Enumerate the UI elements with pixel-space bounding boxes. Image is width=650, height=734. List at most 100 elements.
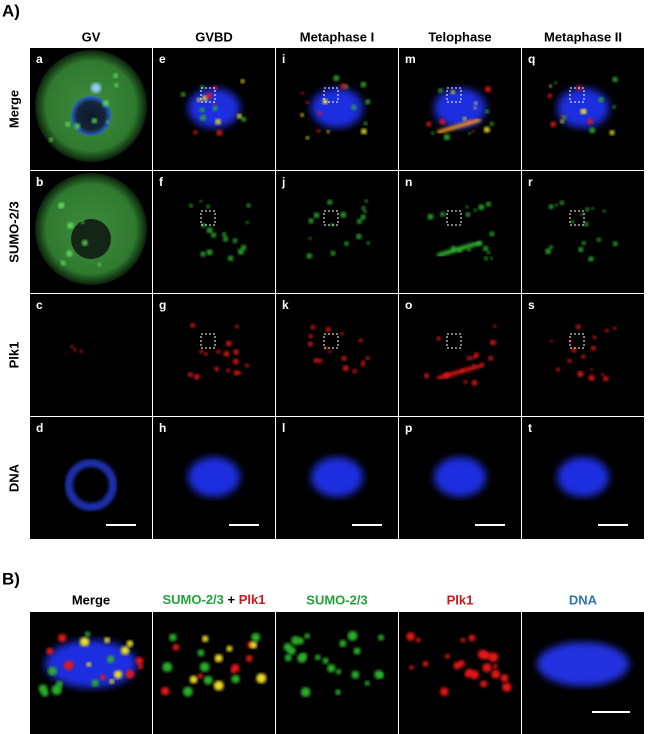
spot — [581, 354, 586, 359]
spot — [440, 211, 446, 217]
spot — [230, 668, 236, 674]
chromosome-mass — [557, 457, 609, 497]
spot — [326, 130, 330, 134]
spot — [559, 200, 565, 206]
spot — [351, 104, 357, 110]
spot — [232, 358, 239, 365]
spot — [580, 213, 584, 217]
column-header: SUMO-2/3 — [306, 592, 367, 607]
spot — [500, 674, 509, 683]
spot — [588, 374, 595, 381]
spot — [567, 358, 572, 364]
spot — [360, 128, 367, 135]
panel-letter: p — [405, 421, 412, 435]
image-background — [153, 294, 275, 416]
spot — [483, 256, 488, 261]
image-panel: g — [153, 294, 275, 416]
spot — [249, 641, 258, 649]
spot — [316, 129, 321, 133]
spot — [135, 656, 144, 665]
spot — [341, 355, 347, 361]
spot — [63, 660, 74, 671]
spot — [201, 635, 209, 643]
spot — [56, 680, 63, 688]
chromosome-mass — [557, 88, 609, 128]
spot — [465, 205, 469, 209]
spot — [304, 633, 311, 639]
spot — [237, 248, 245, 255]
spot — [444, 653, 450, 659]
spot — [489, 121, 494, 127]
spot — [197, 649, 205, 657]
spot — [489, 256, 493, 260]
spot — [137, 663, 144, 670]
spot — [241, 116, 247, 122]
spot — [206, 249, 213, 256]
spot — [468, 131, 472, 135]
spot — [89, 335, 92, 338]
spot — [67, 222, 74, 229]
spot — [377, 634, 385, 641]
chromatin — [91, 83, 101, 93]
image-background — [30, 417, 152, 539]
image-background — [30, 294, 152, 416]
spot — [38, 684, 48, 694]
spot — [199, 107, 205, 113]
image-panel — [30, 612, 152, 734]
spot — [340, 83, 347, 90]
spot — [450, 89, 456, 95]
spot — [366, 241, 371, 245]
chromosome-mass — [434, 457, 486, 497]
image-panel: p — [399, 417, 521, 539]
spot — [317, 111, 322, 116]
spot — [364, 680, 370, 686]
spot — [554, 81, 558, 85]
panel-letter: d — [36, 421, 43, 435]
panel-letter: l — [282, 421, 285, 435]
spot — [365, 356, 370, 361]
spot — [162, 662, 173, 673]
spot — [554, 203, 559, 207]
panel-label: B) — [2, 569, 20, 588]
spot — [592, 335, 597, 340]
header-part: + — [228, 592, 236, 607]
inset-box — [569, 333, 585, 349]
spot — [113, 73, 118, 79]
spot — [484, 86, 492, 93]
spot — [231, 674, 240, 684]
spot — [582, 109, 587, 114]
panel-letter: o — [405, 298, 412, 312]
spot — [361, 205, 366, 210]
spot — [422, 660, 429, 667]
spot — [601, 372, 605, 377]
inset-box — [569, 87, 585, 103]
spot — [305, 100, 310, 105]
spot — [106, 655, 115, 663]
spot — [363, 209, 367, 214]
spot — [491, 669, 501, 679]
spot — [335, 689, 341, 696]
spot — [605, 328, 609, 333]
image-panel: q — [522, 48, 644, 170]
spot — [212, 105, 218, 111]
spot — [308, 334, 313, 339]
spot — [160, 686, 170, 696]
spot — [463, 380, 468, 384]
spot — [97, 262, 102, 267]
spindle-midbody — [437, 364, 481, 380]
image-background — [399, 294, 521, 416]
image-background — [399, 612, 521, 734]
spot — [245, 363, 249, 368]
spot — [571, 219, 575, 224]
spot — [104, 637, 110, 644]
spot — [598, 97, 604, 103]
spot — [308, 237, 312, 241]
spot — [81, 220, 85, 224]
spot — [322, 98, 328, 105]
spot — [190, 322, 196, 328]
spot — [226, 645, 233, 652]
spot — [223, 351, 230, 357]
spot — [300, 687, 311, 698]
spot — [409, 665, 414, 671]
spot — [222, 236, 229, 242]
